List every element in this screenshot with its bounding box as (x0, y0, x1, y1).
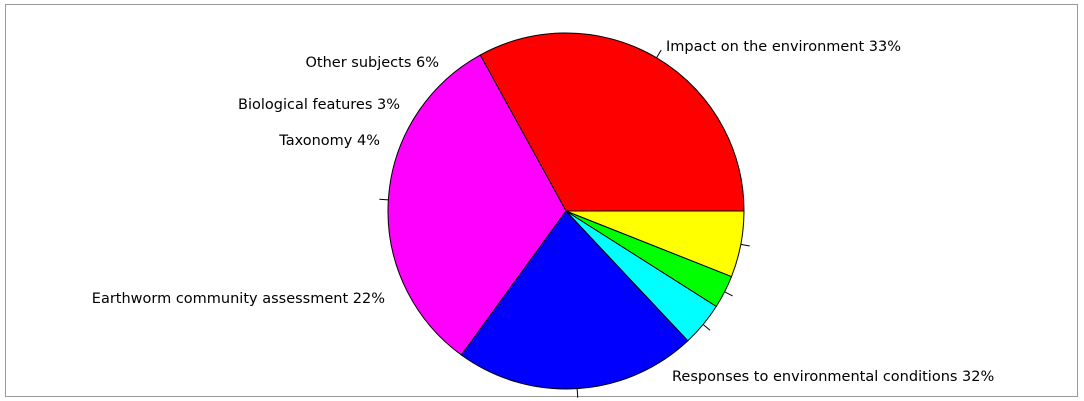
slice-label-impact: Impact on the environment 33% (666, 39, 901, 55)
slice-labels: Impact on the environment 33% Responses … (92, 39, 995, 385)
slice-label-earthworm: Earthworm community assessment 22% (92, 291, 385, 307)
slice-label-taxonomy: Taxonomy 4% (278, 133, 380, 149)
leader-line-5 (724, 291, 733, 297)
leader-line-2 (379, 198, 389, 201)
slice-label-responses: Responses to environmental conditions 32… (672, 369, 994, 385)
pie-slice-1 (479, 32, 745, 212)
leader-lines (379, 49, 750, 398)
leader-line-3 (576, 388, 579, 398)
pie-slice-2 (387, 54, 567, 356)
pie-slice-6 (565, 210, 745, 278)
pie-slice-3 (460, 210, 689, 390)
slice-label-biological: Biological features 3% (238, 97, 400, 113)
leader-line-4 (702, 324, 711, 331)
slice-label-other: Other subjects 6% (305, 55, 439, 71)
leader-line-6 (740, 243, 750, 247)
pie-slices (387, 32, 745, 390)
leader-line-1 (656, 49, 662, 59)
